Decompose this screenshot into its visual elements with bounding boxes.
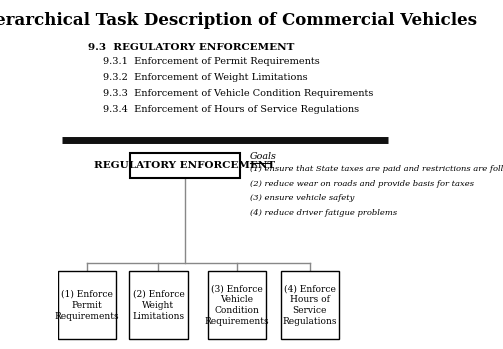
FancyBboxPatch shape <box>58 272 116 339</box>
Text: REGULATORY ENFORCEMENT: REGULATORY ENFORCEMENT <box>95 161 276 170</box>
Text: 9.3.1  Enforcement of Permit Requirements: 9.3.1 Enforcement of Permit Requirements <box>104 58 320 66</box>
Text: 9.3  REGULATORY ENFORCEMENT: 9.3 REGULATORY ENFORCEMENT <box>89 43 295 52</box>
FancyBboxPatch shape <box>130 153 240 178</box>
Text: (3) Enforce
Vehicle
Condition
Requirements: (3) Enforce Vehicle Condition Requiremen… <box>204 284 269 326</box>
FancyBboxPatch shape <box>208 272 266 339</box>
Text: 9.3.3  Enforcement of Vehicle Condition Requirements: 9.3.3 Enforcement of Vehicle Condition R… <box>104 89 374 98</box>
Text: Hierarchical Task Description of Commercial Vehicles: Hierarchical Task Description of Commerc… <box>0 13 477 29</box>
FancyBboxPatch shape <box>281 272 339 339</box>
FancyBboxPatch shape <box>129 272 188 339</box>
Text: (2) Enforce
Weight
Limitations: (2) Enforce Weight Limitations <box>132 290 185 321</box>
Text: 9.3.2  Enforcement of Weight Limitations: 9.3.2 Enforcement of Weight Limitations <box>104 73 308 82</box>
Text: (4) Enforce
Hours of
Service
Regulations: (4) Enforce Hours of Service Regulations <box>283 284 337 326</box>
Text: (2) reduce wear on roads and provide basis for taxes: (2) reduce wear on roads and provide bas… <box>250 180 474 188</box>
Text: (3) ensure vehicle safety: (3) ensure vehicle safety <box>250 194 354 202</box>
Text: 9.3.4  Enforcement of Hours of Service Regulations: 9.3.4 Enforcement of Hours of Service Re… <box>104 105 360 114</box>
Text: (4) reduce driver fatigue problems: (4) reduce driver fatigue problems <box>250 209 397 217</box>
Text: (1) ensure that State taxes are paid and restrictions are followed: (1) ensure that State taxes are paid and… <box>250 165 503 173</box>
Text: Goals: Goals <box>250 152 277 161</box>
Text: (1) Enforce
Permit
Requirements: (1) Enforce Permit Requirements <box>54 290 119 321</box>
